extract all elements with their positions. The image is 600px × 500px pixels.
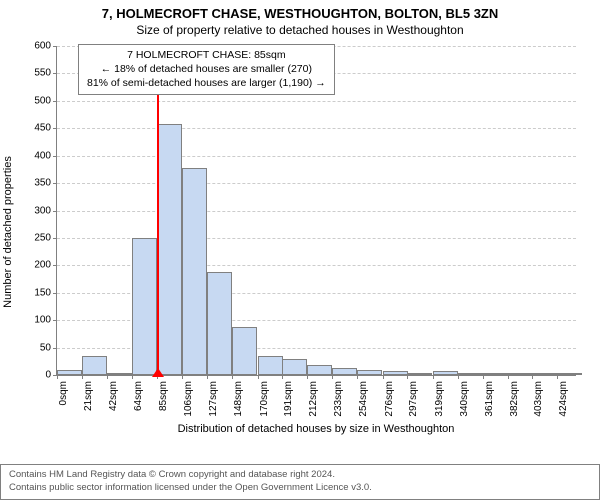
x-tick-mark	[307, 375, 308, 379]
histogram-bar	[383, 371, 408, 375]
x-tick-label: 297sqm	[408, 381, 419, 417]
x-tick-label: 382sqm	[509, 381, 520, 417]
x-tick-mark	[82, 375, 83, 379]
histogram-bar	[107, 373, 132, 375]
x-tick-label: 403sqm	[533, 381, 544, 417]
plot-area: 0501001502002503003504004505005506000sqm…	[56, 46, 576, 376]
annotation-line-2: ← 18% of detached houses are smaller (27…	[87, 62, 326, 76]
chart-title: 7, HOLMECROFT CHASE, WESTHOUGHTON, BOLTO…	[0, 0, 600, 21]
x-tick-mark	[182, 375, 183, 379]
chart-container: 7, HOLMECROFT CHASE, WESTHOUGHTON, BOLTO…	[0, 0, 600, 500]
y-tick-label: 550	[34, 68, 51, 79]
x-tick-mark	[433, 375, 434, 379]
histogram-bar	[532, 373, 557, 375]
x-tick-mark	[207, 375, 208, 379]
histogram-bar	[508, 373, 533, 375]
x-tick-label: 170sqm	[259, 381, 270, 417]
y-tick-label: 150	[34, 287, 51, 298]
x-tick-label: 424sqm	[558, 381, 569, 417]
y-tick-label: 400	[34, 150, 51, 161]
histogram-bar	[557, 373, 582, 375]
y-tick-label: 500	[34, 95, 51, 106]
histogram-bar	[357, 370, 382, 375]
x-tick-mark	[458, 375, 459, 379]
histogram-bar	[282, 359, 307, 375]
y-axis-label: Number of detached properties	[2, 80, 14, 232]
x-tick-label: 361sqm	[484, 381, 495, 417]
histogram-bar	[332, 368, 357, 375]
histogram-bar	[407, 373, 432, 375]
x-tick-mark	[407, 375, 408, 379]
bars-layer	[57, 46, 576, 375]
histogram-bar	[157, 124, 182, 375]
x-tick-mark	[107, 375, 108, 379]
x-tick-mark	[57, 375, 58, 379]
x-tick-label: 127sqm	[208, 381, 219, 417]
annotation-line-3: 81% of semi-detached houses are larger (…	[87, 76, 326, 90]
x-tick-label: 212sqm	[308, 381, 319, 417]
x-tick-label: 276sqm	[384, 381, 395, 417]
x-axis-label: Distribution of detached houses by size …	[56, 423, 576, 435]
plot-wrap: Number of detached properties 0501001502…	[0, 40, 600, 435]
x-tick-mark	[508, 375, 509, 379]
x-tick-mark	[232, 375, 233, 379]
y-tick-label: 0	[45, 370, 51, 381]
annotation-line-1: 7 HOLMECROFT CHASE: 85sqm	[87, 48, 326, 62]
x-tick-mark	[258, 375, 259, 379]
x-tick-mark	[532, 375, 533, 379]
histogram-bar	[307, 365, 332, 375]
chart-subtitle: Size of property relative to detached ho…	[0, 21, 600, 37]
x-tick-mark	[132, 375, 133, 379]
histogram-bar	[57, 370, 82, 375]
x-tick-mark	[282, 375, 283, 379]
y-tick-label: 450	[34, 123, 51, 134]
annotation-box: 7 HOLMECROFT CHASE: 85sqm ← 18% of detac…	[78, 44, 335, 95]
histogram-bar	[207, 272, 232, 375]
histogram-bar	[433, 371, 458, 375]
x-tick-label: 191sqm	[283, 381, 294, 417]
histogram-bar	[458, 373, 483, 375]
x-tick-mark	[383, 375, 384, 379]
x-tick-label: 42sqm	[108, 381, 119, 411]
y-tick-label: 250	[34, 232, 51, 243]
x-tick-label: 340sqm	[459, 381, 470, 417]
histogram-bar	[82, 356, 107, 375]
y-tick-label: 300	[34, 205, 51, 216]
x-tick-label: 85sqm	[158, 381, 169, 411]
x-tick-label: 233sqm	[333, 381, 344, 417]
histogram-bar	[258, 356, 283, 375]
x-tick-label: 64sqm	[133, 381, 144, 411]
marker-triangle-up-icon	[152, 368, 164, 377]
x-tick-mark	[332, 375, 333, 379]
histogram-bar	[232, 327, 257, 375]
x-tick-label: 106sqm	[183, 381, 194, 417]
histogram-bar	[483, 373, 508, 375]
y-tick-label: 200	[34, 260, 51, 271]
y-tick-label: 100	[34, 315, 51, 326]
histogram-bar	[132, 238, 157, 375]
y-tick-label: 350	[34, 178, 51, 189]
x-tick-label: 319sqm	[434, 381, 445, 417]
footer-attribution: Contains HM Land Registry data © Crown c…	[0, 464, 600, 500]
histogram-bar	[182, 168, 207, 375]
x-tick-label: 254sqm	[358, 381, 369, 417]
footer-line-1: Contains HM Land Registry data © Crown c…	[9, 469, 591, 482]
x-tick-mark	[557, 375, 558, 379]
x-tick-label: 21sqm	[83, 381, 94, 411]
x-tick-mark	[357, 375, 358, 379]
x-tick-label: 148sqm	[233, 381, 244, 417]
footer-line-2: Contains public sector information licen…	[9, 482, 591, 495]
y-tick-label: 600	[34, 41, 51, 52]
marker-line	[157, 46, 159, 375]
x-tick-mark	[483, 375, 484, 379]
y-tick-label: 50	[40, 342, 51, 353]
x-tick-label: 0sqm	[58, 381, 69, 405]
